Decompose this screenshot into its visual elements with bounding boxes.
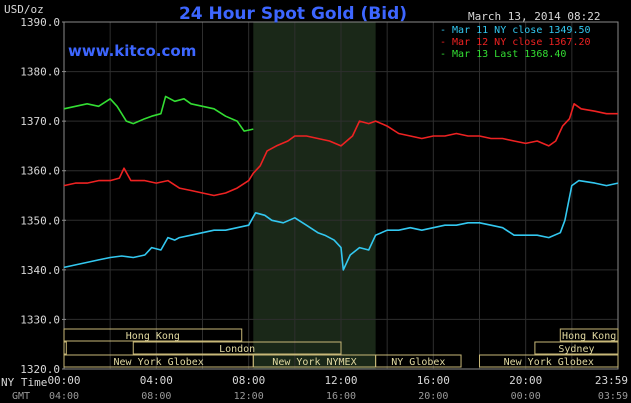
gmt-label: GMT — [12, 391, 30, 402]
x-tick-label-ny: 04:00 — [140, 374, 173, 387]
legend-entry: - Mar 12 NY close 1367.20 — [440, 37, 591, 48]
series-line — [63, 179, 619, 271]
price-series — [63, 95, 619, 271]
y-tick-label: 1360.0 — [20, 165, 60, 178]
market-session-label: NY Globex — [391, 357, 445, 368]
market-session-label: New York NYMEX — [272, 357, 356, 368]
market-session-label: New York Globex — [504, 357, 594, 368]
series-line — [63, 103, 618, 197]
x-tick-label-ny: 00:00 — [47, 374, 80, 387]
market-session-label: London — [219, 344, 255, 355]
market-session-bar — [63, 341, 67, 355]
market-session-label: New York Globex — [113, 357, 203, 368]
x-tick-label-gmt: 16:00 — [326, 391, 356, 402]
gridlines — [64, 22, 618, 369]
chart-title: 24 Hour Spot Gold (Bid) — [179, 4, 407, 24]
market-session-bar — [559, 328, 619, 342]
x-tick-label-gmt: 08:00 — [141, 391, 171, 402]
x-tick-label-ny: 16:00 — [417, 374, 450, 387]
chart-date: March 13, 2014 08:22 — [468, 10, 600, 23]
market-sessions: Hong Kong Hong Kong London Sydney New York G… — [63, 328, 619, 368]
site-url: www.kitco.com — [68, 42, 196, 60]
x-tick-label-gmt: 04:00 — [49, 391, 79, 402]
market-session-label: Hong Kong — [562, 331, 616, 342]
market-session-label: Hong Kong — [126, 331, 180, 342]
x-tick-label-ny: 08:00 — [232, 374, 265, 387]
x-tick-label-ny: 12:00 — [324, 374, 357, 387]
market-session-bar — [132, 341, 342, 355]
y-tick-label: 1350.0 — [20, 214, 60, 227]
market-session-bar — [534, 341, 619, 355]
ny-time-label: NY Time — [1, 376, 47, 389]
y-tick-label: 1380.0 — [20, 66, 60, 79]
legend: - Mar 11 NY close 1349.50- Mar 12 NY clo… — [440, 25, 591, 60]
legend-entry: - Mar 13 Last 1368.40 — [440, 49, 566, 60]
unit-label: USD/oz — [4, 3, 44, 16]
y-axis-ticks: 1390.0 1380.0 1370.0 1360.0 1350.0 1340.0 1330… — [20, 16, 66, 376]
x-tick-label-gmt: 00:00 — [511, 391, 541, 402]
y-tick-label: 1340.0 — [20, 264, 60, 277]
y-tick-label: 1390.0 — [20, 16, 60, 29]
x-tick-label-ny: 23:59 — [595, 374, 628, 387]
nymex-session-shade — [253, 22, 376, 369]
market-session-bar — [479, 354, 619, 368]
series-line — [63, 95, 254, 132]
y-tick-label: 1370.0 — [20, 115, 60, 128]
legend-entry: - Mar 11 NY close 1349.50 — [440, 25, 591, 36]
market-session-label: Sydney — [558, 344, 594, 355]
plot-frame — [63, 21, 619, 370]
market-session-bar — [63, 328, 243, 342]
market-session-bar — [375, 354, 462, 368]
y-tick-label: 1330.0 — [20, 313, 60, 326]
x-tick-label-gmt: 03:59 — [598, 391, 628, 402]
x-axis-ticks: 00:00 04:00 04:00 08:00 08:00 12:00 12:00 16:00… — [47, 374, 628, 402]
x-tick-label-gmt: 12:00 — [234, 391, 264, 402]
x-tick-label-ny: 20:00 — [509, 374, 542, 387]
x-tick-label-gmt: 20:00 — [418, 391, 448, 402]
y-tick-label: 1320.0 — [20, 363, 60, 376]
